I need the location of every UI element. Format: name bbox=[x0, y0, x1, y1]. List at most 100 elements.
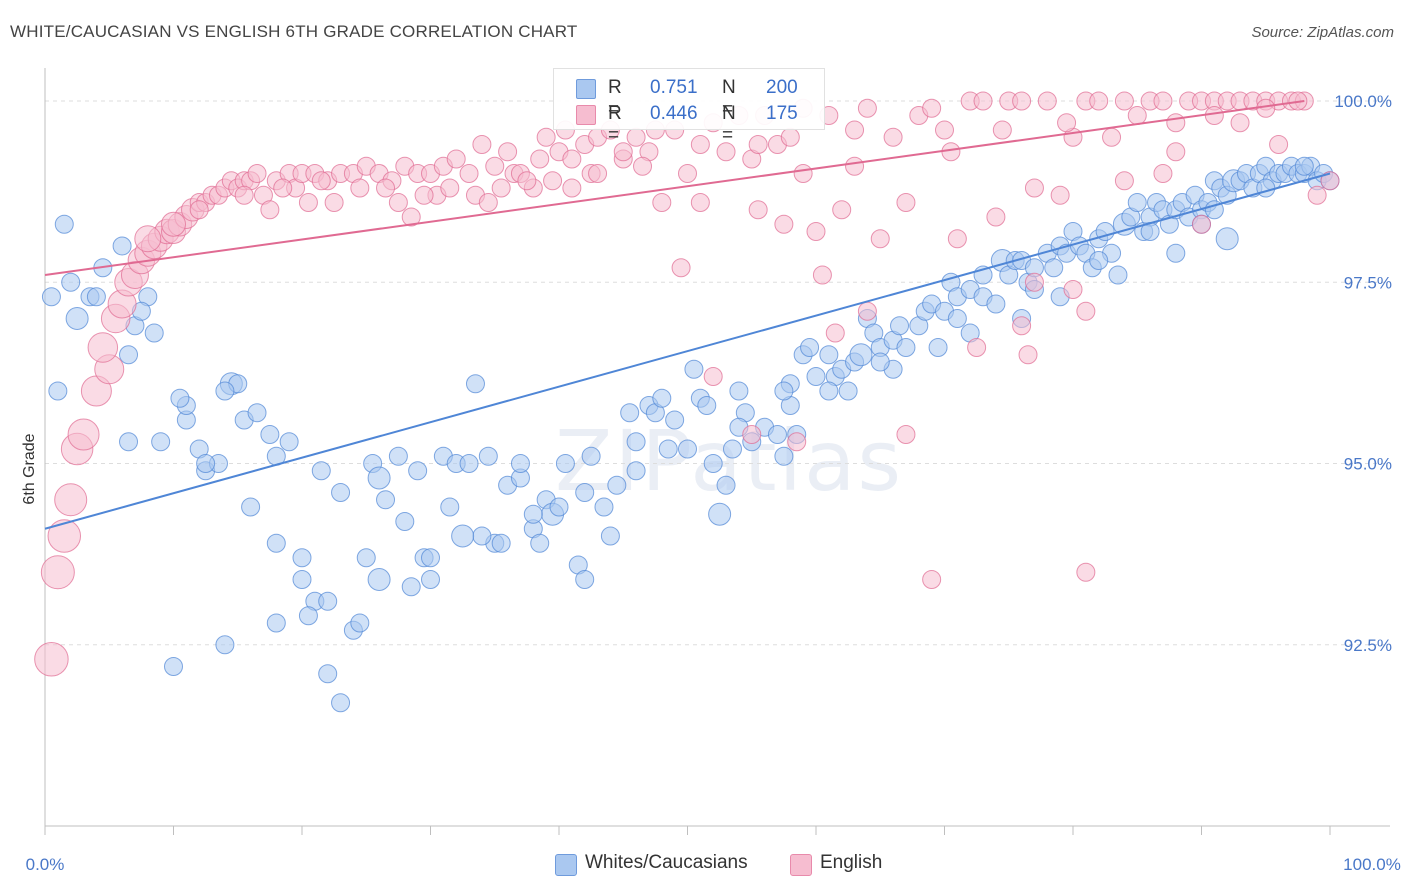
data-point bbox=[1204, 106, 1224, 125]
data-point bbox=[652, 388, 672, 408]
data-point bbox=[1215, 227, 1239, 251]
data-point bbox=[947, 229, 967, 249]
data-point bbox=[896, 193, 916, 212]
data-point bbox=[247, 164, 267, 183]
data-point bbox=[48, 381, 68, 401]
data-point bbox=[440, 178, 460, 198]
data-point bbox=[1192, 214, 1211, 234]
data-point bbox=[1044, 258, 1064, 278]
data-point bbox=[690, 135, 710, 154]
data-point bbox=[215, 635, 235, 655]
data-point bbox=[793, 164, 813, 183]
data-point bbox=[491, 533, 511, 553]
data-point bbox=[331, 693, 351, 713]
trend-line bbox=[44, 172, 1331, 530]
data-point bbox=[388, 193, 408, 212]
data-point bbox=[523, 504, 543, 524]
data-point bbox=[1102, 127, 1122, 147]
data-point bbox=[1012, 316, 1032, 336]
data-point bbox=[1127, 193, 1147, 212]
y-tick-label: 100.0% bbox=[1334, 92, 1392, 111]
data-point bbox=[459, 164, 479, 183]
data-point bbox=[626, 461, 646, 481]
data-point bbox=[986, 294, 1006, 314]
data-point bbox=[34, 642, 69, 677]
data-point bbox=[690, 193, 710, 212]
data-point bbox=[292, 548, 312, 568]
data-point bbox=[947, 309, 967, 328]
data-point bbox=[331, 483, 351, 502]
data-point bbox=[376, 490, 396, 510]
y-tick-label: 95.0% bbox=[1344, 455, 1392, 474]
data-point bbox=[703, 454, 723, 473]
data-point bbox=[555, 454, 575, 473]
data-point bbox=[607, 475, 627, 495]
data-point bbox=[973, 91, 993, 111]
data-point bbox=[986, 207, 1006, 227]
data-point bbox=[562, 178, 582, 198]
data-point bbox=[401, 207, 421, 227]
tick-layer: 92.5% 95.0% 97.5% 100.0% 0.0% 100.0% 6th Grade bbox=[21, 92, 1401, 874]
data-point bbox=[530, 533, 550, 553]
data-point bbox=[517, 171, 537, 191]
data-point bbox=[119, 432, 139, 452]
data-point bbox=[279, 432, 299, 452]
data-point bbox=[716, 475, 736, 495]
x-tick-label: 0.0% bbox=[26, 855, 65, 874]
data-point bbox=[928, 338, 948, 357]
data-point bbox=[748, 200, 768, 220]
data-point bbox=[1307, 185, 1327, 205]
data-point bbox=[722, 439, 742, 459]
data-point bbox=[1063, 280, 1083, 299]
data-point bbox=[716, 142, 736, 162]
data-point bbox=[922, 570, 942, 589]
data-point bbox=[849, 343, 873, 367]
data-point bbox=[626, 432, 646, 452]
data-point bbox=[446, 149, 466, 169]
data-point bbox=[780, 127, 800, 147]
data-point bbox=[189, 200, 209, 220]
data-point bbox=[260, 425, 280, 444]
data-point bbox=[478, 446, 498, 466]
trend-layer bbox=[44, 100, 1331, 530]
data-point bbox=[459, 454, 479, 473]
data-point bbox=[215, 381, 235, 401]
data-point bbox=[266, 533, 286, 553]
data-point bbox=[472, 135, 492, 154]
data-point bbox=[1166, 113, 1186, 133]
y-tick-label: 97.5% bbox=[1344, 273, 1392, 292]
stats-n-value: 175 bbox=[766, 103, 798, 124]
data-point bbox=[562, 149, 582, 169]
data-point bbox=[588, 164, 608, 183]
data-point bbox=[812, 265, 832, 285]
data-point bbox=[806, 222, 826, 241]
data-point bbox=[1320, 171, 1340, 191]
data-point bbox=[787, 432, 807, 452]
data-point bbox=[1153, 164, 1173, 183]
data-point bbox=[395, 512, 415, 531]
data-point bbox=[819, 345, 839, 365]
data-point bbox=[440, 497, 460, 517]
data-point bbox=[729, 381, 749, 401]
data-point bbox=[941, 142, 961, 162]
chart-source: Source: ZipAtlas.com bbox=[1251, 24, 1394, 41]
data-point bbox=[350, 178, 370, 198]
data-point bbox=[367, 568, 391, 591]
data-point bbox=[967, 338, 987, 357]
data-point bbox=[748, 135, 768, 154]
data-point bbox=[575, 570, 595, 589]
data-point bbox=[1166, 142, 1186, 162]
data-point bbox=[536, 127, 556, 147]
data-point bbox=[485, 156, 505, 176]
data-point bbox=[401, 577, 421, 597]
legend-label-english: English bbox=[820, 852, 883, 873]
data-point bbox=[620, 403, 640, 423]
data-point bbox=[311, 171, 331, 191]
data-point bbox=[356, 548, 376, 568]
data-point bbox=[594, 497, 614, 517]
stats-n-label: N = bbox=[722, 103, 736, 146]
legend-label-whites: Whites/Caucasians bbox=[585, 852, 748, 873]
data-point bbox=[472, 526, 492, 546]
data-point bbox=[421, 570, 440, 589]
data-point bbox=[234, 185, 254, 205]
